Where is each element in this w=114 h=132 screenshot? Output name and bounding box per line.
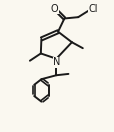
- Text: Cl: Cl: [88, 4, 98, 14]
- Text: N: N: [53, 57, 60, 67]
- Text: O: O: [50, 4, 58, 14]
